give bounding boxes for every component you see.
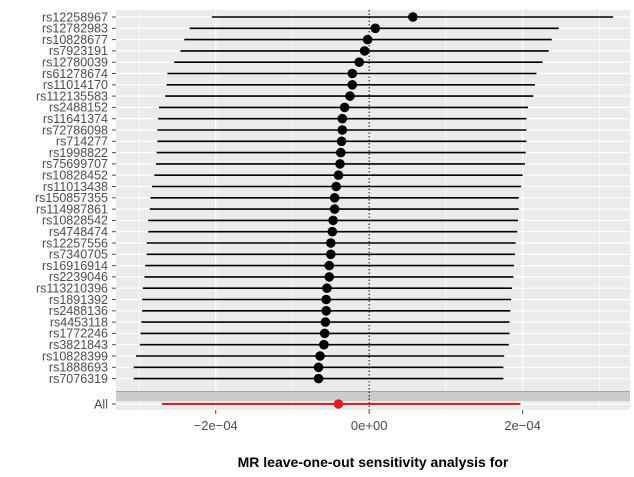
estimate-point [320,317,331,327]
snp-label: rs7076319 [49,372,108,386]
snp-label: rs112135583 [36,89,108,103]
snp-label: rs1888693 [49,361,108,375]
x-axis-ticks: −2e−04 0e+00 2e−04 [194,410,541,433]
estimate-point [322,283,332,294]
summary-label: All [94,397,108,411]
summary-point [333,399,344,409]
estimate-point [331,181,341,192]
snp-label: rs10828677 [42,33,108,47]
x-tick-label: 0e+00 [351,418,388,433]
snp-label: rs4453118 [50,315,108,329]
snp-label: rs12780039 [42,56,108,70]
estimate-point [313,373,324,384]
snp-label: rs150857355 [35,191,108,205]
snp-label: rs12782983 [42,22,108,36]
snp-label: rs12257556 [42,236,108,250]
estimate-point [370,23,381,34]
plot-panel [116,10,630,410]
snp-label: rs11641374 [43,112,108,126]
summary-band-rect [116,391,630,401]
snp-label: rs10828452 [42,169,108,183]
estimate-point [329,204,340,214]
snp-label: rs113210396 [36,282,108,296]
estimate-point [345,91,355,101]
snp-label: rs4748474 [49,225,108,239]
snp-label: rs16916914 [42,259,108,273]
snp-label: rs2488152 [49,101,108,115]
estimate-point [328,215,338,226]
x-axis-title: MR leave-one-out sensitivity analysis fo… [238,454,509,470]
snp-label: rs7923191 [49,44,108,58]
estimate-point [319,339,329,350]
estimate-point [347,68,358,79]
estimate-point [337,113,348,124]
snp-label: rs11013438 [43,180,108,194]
estimate-point [326,238,336,248]
x-tick-label: −2e−04 [194,418,238,433]
snp-label: rs61278674 [42,67,108,81]
estimate-point [327,226,338,237]
snp-label: rs714277 [56,135,108,149]
estimate-point [315,351,325,361]
snp-label: rs3821843 [49,338,108,352]
estimate-point [335,147,346,158]
snp-label: rs75699707 [42,157,108,171]
estimate-point [326,249,336,260]
estimate-point [319,328,330,339]
snp-label: rs12258967 [42,10,108,24]
estimate-point [324,260,335,271]
snp-label: rs2488136 [49,304,108,318]
x-tick-label: 2e−04 [504,418,541,433]
estimate-point [313,362,324,373]
estimate-point [359,46,370,56]
snp-label: rs1998822 [49,146,108,160]
estimate-point [347,80,358,90]
estimate-point [329,193,340,203]
snp-label: rs1891392 [49,293,108,307]
estimate-point [362,34,373,45]
estimate-point [335,159,345,169]
snp-label: rs7340705 [49,248,108,262]
snp-label: rs114987861 [36,202,108,216]
snp-label: rs11014170 [43,78,108,92]
snp-label: rs10828399 [42,349,108,363]
snp-labels: rs12258967rs12782983rs10828677rs7923191r… [35,10,116,411]
point-estimates [313,12,418,409]
snp-label: rs10828542 [42,214,108,228]
estimate-point [336,136,347,147]
estimate-point [321,306,332,316]
estimate-point [408,12,418,22]
estimate-point [333,170,344,180]
estimate-point [321,294,332,305]
summary-band [116,391,630,401]
snp-label: rs1772246 [49,327,108,341]
snp-label: rs72786098 [42,123,108,137]
estimate-point [339,102,350,113]
estimate-point [337,125,348,135]
snp-label: rs2239046 [49,270,108,284]
estimate-point [354,57,364,67]
estimate-point [324,272,335,282]
